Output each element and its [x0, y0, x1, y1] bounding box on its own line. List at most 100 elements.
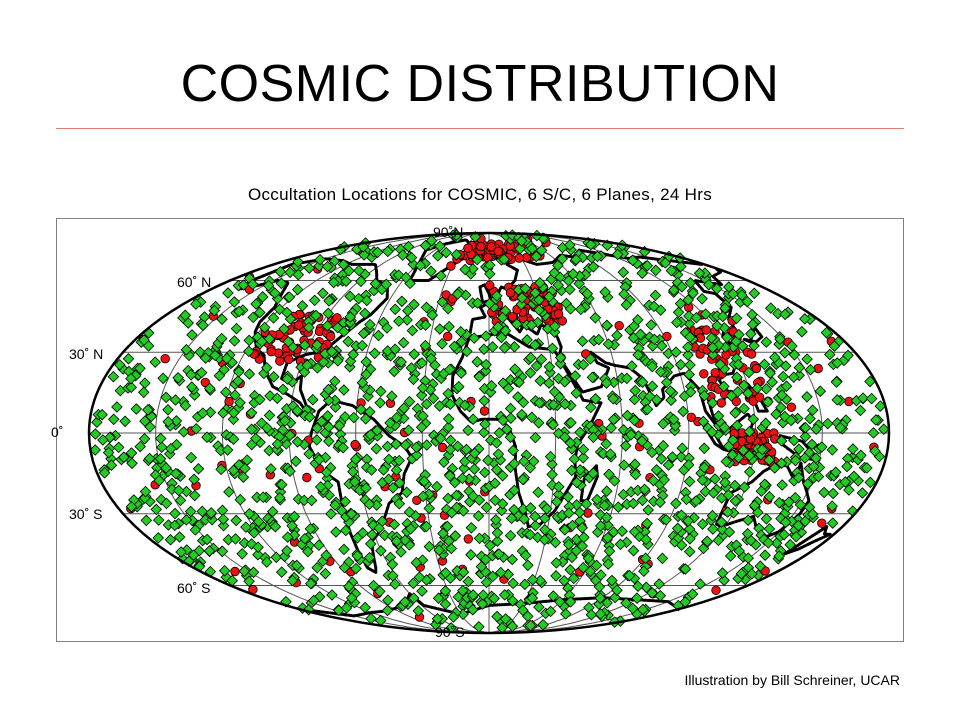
green-occultation-marker — [102, 446, 115, 459]
green-occultation-marker — [627, 497, 640, 510]
green-occultation-marker — [467, 263, 479, 275]
green-occultation-marker — [361, 294, 373, 307]
green-occultation-marker — [774, 333, 786, 345]
green-occultation-marker — [250, 298, 262, 310]
green-occultation-marker — [375, 545, 387, 557]
green-occultation-marker — [405, 251, 418, 264]
green-occultation-marker — [513, 376, 525, 389]
green-occultation-marker — [319, 567, 332, 580]
green-occultation-marker — [350, 562, 362, 575]
green-occultation-marker — [824, 348, 836, 361]
green-occultation-marker — [571, 476, 583, 489]
green-occultation-marker — [679, 563, 692, 575]
green-occultation-marker — [552, 259, 564, 272]
green-occultation-marker — [217, 407, 229, 419]
green-occultation-marker — [243, 345, 255, 358]
green-occultation-marker — [180, 343, 193, 356]
green-occultation-marker — [395, 356, 407, 368]
red-occultation-marker — [275, 356, 285, 366]
green-occultation-marker — [818, 486, 830, 499]
green-occultation-marker — [125, 381, 137, 394]
green-occultation-marker — [218, 564, 231, 577]
green-occultation-marker — [333, 419, 346, 432]
green-occultation-marker — [447, 611, 460, 623]
red-occultation-marker — [553, 309, 564, 319]
green-occultation-marker — [712, 410, 725, 422]
green-occultation-marker — [480, 330, 492, 342]
green-occultation-marker — [492, 321, 504, 333]
green-occultation-marker — [395, 546, 407, 558]
green-occultation-marker — [684, 359, 696, 371]
green-occultation-marker — [139, 377, 151, 389]
green-occultation-marker — [188, 473, 200, 486]
green-occultation-marker — [89, 428, 102, 440]
green-occultation-marker — [458, 462, 470, 475]
green-occultation-marker — [444, 470, 456, 482]
green-occultation-marker — [650, 264, 662, 277]
green-occultation-marker — [444, 363, 456, 376]
green-occultation-marker — [729, 407, 741, 419]
green-occultation-marker — [305, 494, 318, 507]
green-occultation-marker — [779, 347, 791, 359]
green-occultation-marker — [122, 353, 135, 365]
green-occultation-marker — [248, 527, 260, 539]
green-occultation-marker — [107, 413, 120, 426]
green-occultation-marker — [780, 380, 793, 392]
green-occultation-marker — [612, 501, 625, 513]
red-occultation-marker — [485, 280, 495, 291]
green-occultation-marker — [407, 373, 420, 386]
green-occultation-marker — [359, 601, 371, 614]
green-occultation-marker — [420, 398, 433, 410]
green-occultation-marker — [283, 291, 296, 303]
green-occultation-marker — [478, 395, 491, 407]
green-occultation-marker — [608, 475, 621, 487]
green-occultation-marker — [683, 368, 695, 381]
green-occultation-marker — [308, 294, 321, 307]
green-occultation-marker — [598, 499, 611, 512]
green-occultation-marker — [445, 542, 458, 555]
green-occultation-marker — [582, 552, 595, 565]
green-occultation-marker — [566, 551, 578, 564]
green-occultation-marker — [387, 482, 399, 494]
green-occultation-marker — [439, 567, 452, 579]
green-occultation-marker — [389, 578, 401, 590]
green-occultation-marker — [460, 443, 473, 456]
green-occultation-marker — [357, 327, 370, 340]
green-occultation-marker — [382, 594, 394, 606]
green-occultation-marker — [524, 367, 537, 379]
green-occultation-marker — [721, 506, 734, 518]
green-occultation-marker — [203, 545, 216, 557]
green-occultation-marker — [140, 514, 153, 527]
red-occultation-marker — [325, 331, 336, 342]
green-occultation-marker — [262, 279, 275, 292]
green-occultation-marker — [383, 453, 395, 466]
green-occultation-marker — [544, 450, 557, 463]
green-occultation-marker — [594, 592, 607, 604]
red-occultation-marker — [746, 349, 757, 359]
red-occultation-marker — [817, 518, 827, 528]
map-frame: 90˚N 60˚ N 30˚ N 0˚ 30˚ S 60˚ S 90˚S — [51, 218, 904, 642]
green-occultation-marker — [785, 414, 797, 427]
green-occultation-marker — [665, 394, 677, 406]
green-occultation-marker — [327, 276, 340, 289]
green-occultation-marker — [466, 603, 479, 616]
green-occultation-marker — [439, 598, 452, 610]
green-occultation-marker — [496, 311, 509, 324]
green-occultation-marker — [641, 403, 654, 416]
green-occultation-marker — [303, 262, 316, 274]
green-occultation-marker — [186, 381, 198, 393]
green-occultation-marker — [656, 552, 669, 565]
green-occultation-marker — [671, 316, 683, 329]
green-occultation-marker — [522, 559, 534, 572]
green-occultation-marker — [806, 404, 819, 416]
green-occultation-marker — [227, 433, 240, 445]
green-occultation-marker — [547, 418, 559, 431]
green-occultation-marker — [436, 338, 448, 350]
green-occultation-marker — [508, 484, 521, 497]
green-occultation-marker — [390, 535, 403, 547]
red-occultation-marker — [446, 261, 456, 271]
green-occultation-marker — [742, 387, 754, 400]
green-occultation-marker — [587, 467, 599, 480]
green-occultation-marker — [313, 539, 325, 551]
green-occultation-marker — [311, 434, 323, 446]
